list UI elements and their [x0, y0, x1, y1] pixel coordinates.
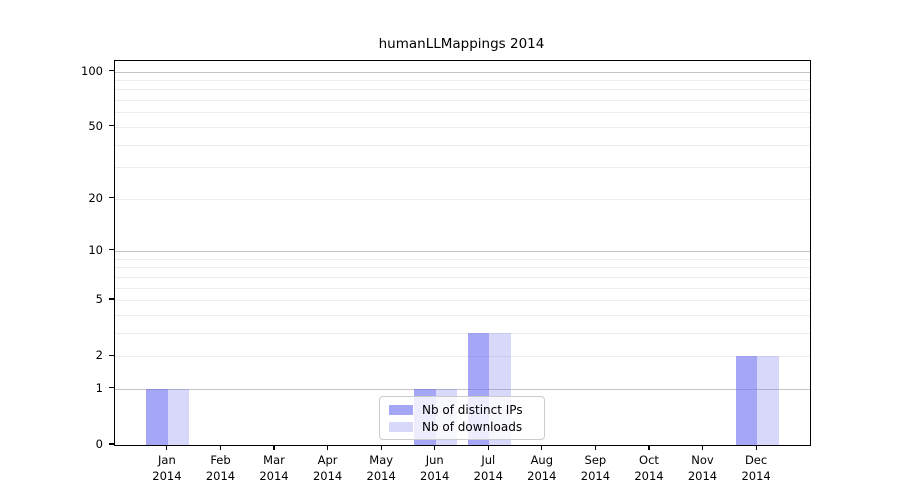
minor-gridline-3 [115, 332, 810, 334]
x-tick-mark-jan [166, 445, 168, 450]
legend-entry-downloads: Nb of downloads [389, 418, 535, 435]
legend-swatch-downloads [389, 421, 413, 432]
minor-gridline-7 [115, 276, 810, 278]
y-tick-mark-100 [109, 69, 114, 72]
legend-entry-distinct-ips: Nb of distinct IPs [389, 401, 535, 418]
minor-gridline-40 [115, 144, 810, 146]
y-tick-label-1: 1 [95, 380, 103, 395]
x-tick-mark-feb [219, 445, 222, 450]
y-tick-mark-10 [109, 249, 114, 251]
x-tick-mark-may [380, 445, 382, 450]
x-tick-mark-oct [648, 445, 650, 450]
x-tick-label-dec: Dec 2014 [741, 453, 771, 483]
legend-swatch-distinct-ips [389, 404, 413, 415]
x-tick-label-oct: Oct 2014 [634, 453, 664, 483]
x-tick-label-apr: Apr 2014 [312, 453, 343, 483]
y-tick-mark-5 [109, 298, 114, 300]
minor-gridline-5 [115, 300, 810, 301]
minor-gridline-30 [115, 167, 810, 169]
minor-gridline-2 [115, 356, 810, 358]
y-tick-label-100: 100 [81, 63, 103, 78]
x-tick-label-may: May 2014 [366, 453, 396, 483]
y-tick-label-10: 10 [88, 242, 103, 257]
legend-label-distinct-ips: Nb of distinct IPs [422, 402, 523, 417]
x-tick-label-nov: Nov 2014 [687, 453, 718, 483]
decade-gridline-10 [115, 250, 810, 252]
x-tick-label-aug: Aug 2014 [527, 453, 557, 483]
y-tick-mark-50 [109, 125, 114, 127]
y-tick-mark-2 [109, 354, 114, 356]
x-tick-mark-nov [701, 445, 704, 450]
x-tick-mark-aug [541, 445, 543, 450]
minor-gridline-50 [115, 126, 810, 128]
x-tick-mark-jun [434, 445, 436, 450]
legend: Nb of distinct IPs Nb of downloads [379, 396, 545, 440]
decade-gridline-1 [115, 388, 810, 390]
y-tick-label-0: 0 [95, 437, 103, 451]
minor-gridline-90 [115, 79, 810, 81]
minor-gridline-9 [115, 258, 810, 260]
bar-downloads-dec [757, 356, 779, 445]
minor-gridline-6 [115, 287, 810, 289]
bar-downloads-jan [167, 388, 190, 445]
y-tick-mark-0 [109, 443, 114, 445]
minor-gridline-4 [115, 314, 810, 316]
minor-gridline-70 [115, 100, 810, 101]
minor-gridline-60 [115, 112, 810, 114]
decade-gridline-100 [115, 71, 810, 73]
minor-gridline-80 [115, 89, 810, 91]
x-tick-label-jul: Jul 2014 [473, 453, 503, 483]
minor-gridline-20 [115, 198, 810, 200]
minor-gridline-8 [115, 267, 810, 269]
plot-area: Nb of distinct IPs Nb of downloads [114, 60, 811, 446]
x-tick-label-jun: Jun 2014 [420, 453, 450, 483]
x-tick-mark-sep [594, 445, 596, 450]
y-tick-label-2: 2 [95, 348, 103, 363]
y-tick-label-50: 50 [88, 118, 103, 133]
y-tick-mark-20 [109, 197, 114, 199]
legend-label-downloads: Nb of downloads [422, 419, 523, 434]
x-tick-mark-dec [755, 445, 757, 450]
y-tick-label-5: 5 [95, 292, 103, 306]
x-tick-mark-jul [487, 445, 489, 450]
x-tick-label-feb: Feb 2014 [205, 453, 236, 483]
bar-distinct-ips-jan [146, 388, 168, 445]
x-tick-label-sep: Sep 2014 [580, 453, 611, 483]
bar-distinct-ips-dec [735, 356, 758, 445]
y-tick-label-20: 20 [88, 190, 103, 205]
x-tick-mark-mar [273, 445, 275, 450]
x-tick-label-jan: Jan 2014 [152, 453, 182, 483]
x-tick-label-mar: Mar 2014 [259, 453, 289, 483]
y-tick-mark-1 [109, 387, 114, 389]
chart-title: humanLLMappings 2014 [378, 36, 545, 52]
x-tick-mark-apr [327, 445, 329, 450]
